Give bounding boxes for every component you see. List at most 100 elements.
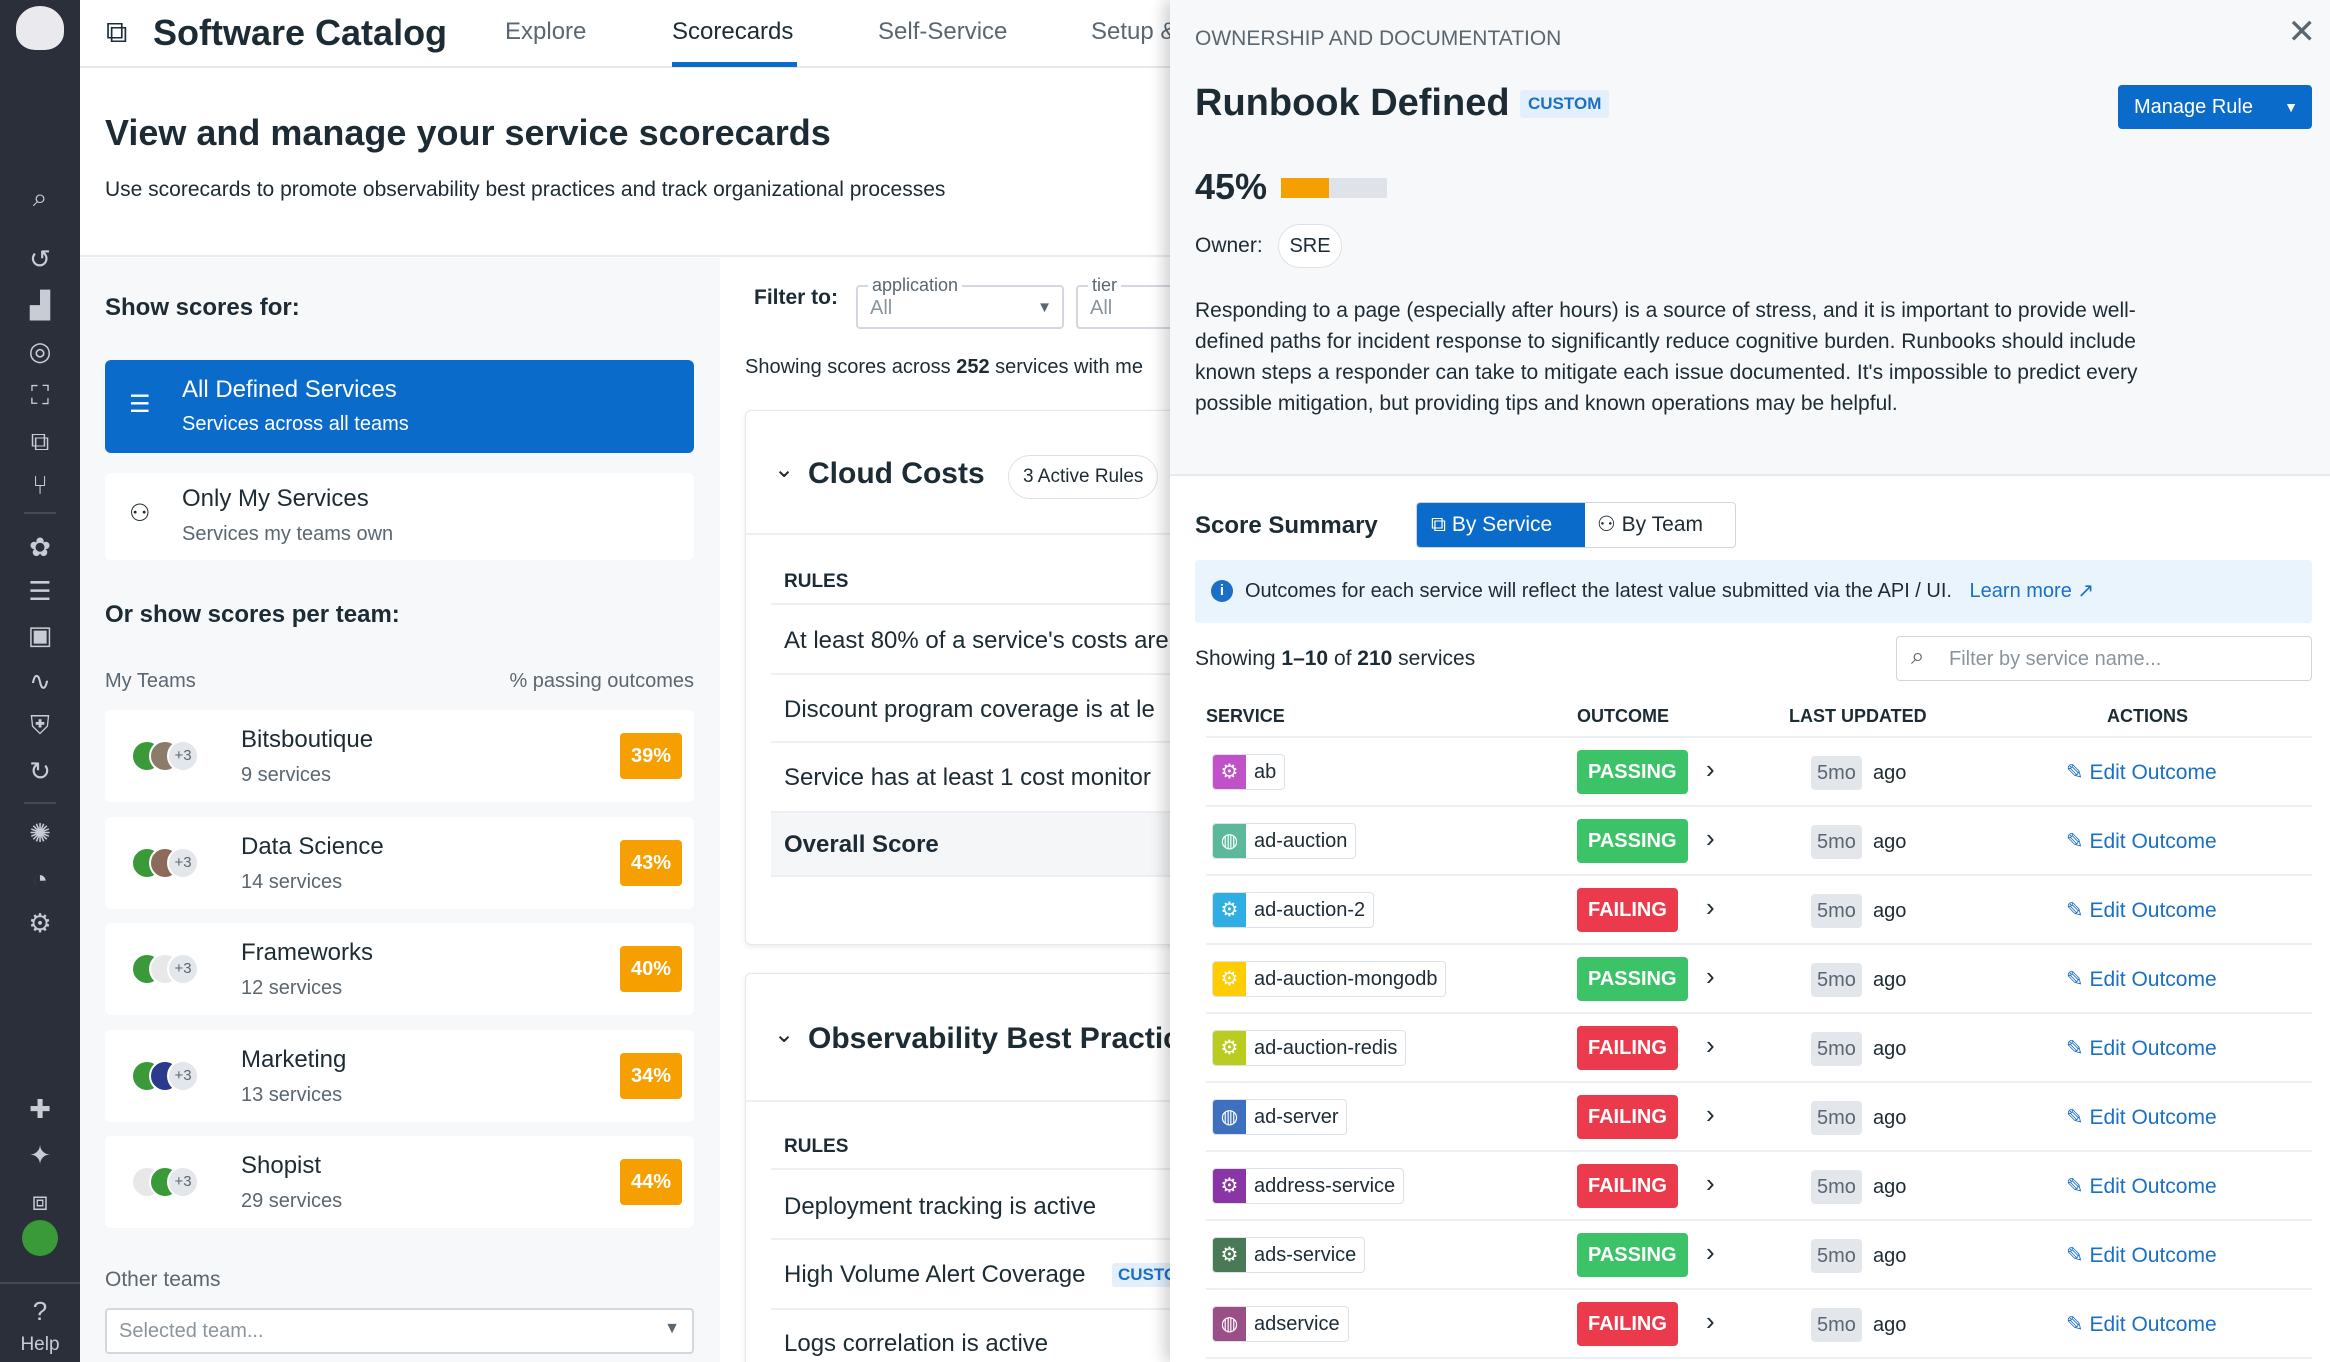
team-card[interactable]: +3 Bitsboutique 9 services 39% — [105, 710, 694, 802]
team-card[interactable]: +3 Shopist 29 services 44% — [105, 1136, 694, 1228]
filter-label: Filter to: — [754, 286, 838, 309]
performance-icon[interactable]: ◔ — [32, 864, 48, 894]
user-avatar[interactable] — [22, 1220, 58, 1256]
dashboard-icon[interactable]: ▟ — [30, 290, 50, 320]
chevron-right-icon[interactable]: › — [1706, 1030, 1715, 1060]
manage-rule-button[interactable]: Manage Rule ▼ — [2118, 85, 2312, 129]
toggle-by-team[interactable]: ⚇ By Team — [1597, 513, 1703, 536]
logs-icon[interactable]: ☰ — [28, 576, 52, 606]
chevron-right-icon[interactable]: › — [1706, 823, 1715, 853]
service-chip[interactable]: ◍ adservice — [1212, 1306, 1349, 1342]
col-service[interactable]: SERVICE — [1206, 706, 1285, 726]
col-last-updated[interactable]: LAST UPDATED — [1789, 706, 1927, 726]
edit-outcome-link[interactable]: ✎ Edit Outcome — [2066, 1037, 2217, 1060]
chevron-right-icon[interactable]: › — [1706, 892, 1715, 922]
catalog-icon[interactable]: ⧉ — [30, 426, 50, 456]
chevron-right-icon[interactable]: › — [1706, 961, 1715, 991]
collapse-chevron-icon[interactable]: ⌄ — [774, 1021, 795, 1048]
tab-self-service[interactable]: Self-Service — [878, 18, 1008, 45]
pipeline-icon[interactable]: ⑂ — [32, 470, 48, 500]
col-outcome[interactable]: OUTCOME — [1577, 706, 1669, 726]
edit-outcome-link[interactable]: ✎ Edit Outcome — [2066, 1106, 2217, 1129]
tab-explore[interactable]: Explore — [505, 18, 587, 45]
table-row: ⚙ ad-auction-mongodb PASSING › 5mo ago ✎ … — [1206, 945, 2312, 1014]
chevron-right-icon[interactable]: › — [1706, 1168, 1715, 1198]
watchdog-icon[interactable]: ⚙ — [28, 908, 52, 938]
divider — [0, 1282, 80, 1284]
help-icon[interactable]: ? — [32, 1296, 48, 1326]
screens-icon[interactable]: ⧈ — [31, 1186, 49, 1216]
help-label[interactable]: Help — [20, 1334, 60, 1355]
tier-filter[interactable]: tier All — [1076, 275, 1170, 329]
table-row: ⚙ address-service FAILING › 5mo ago ✎ Edi… — [1206, 1152, 2312, 1221]
last-updated-suffix: ago — [1873, 1314, 1907, 1336]
last-updated-suffix: ago — [1873, 762, 1907, 784]
rule-row[interactable]: Service has at least 1 cost monitor — [784, 764, 1151, 791]
service-filter-input[interactable]: ⌕ Filter by service name... — [1896, 636, 2312, 681]
tab-setup[interactable]: Setup & — [1091, 18, 1170, 45]
globe-icon: ◍ — [1213, 1307, 1246, 1341]
chevron-right-icon[interactable]: › — [1706, 754, 1715, 784]
chevron-right-icon[interactable]: › — [1706, 1237, 1715, 1267]
workflow-icon[interactable]: ∿ — [29, 666, 51, 696]
edit-outcome-link[interactable]: ✎ Edit Outcome — [2066, 1313, 2217, 1336]
team-card[interactable]: +3 Data Science 14 services 43% — [105, 816, 694, 909]
team-select[interactable]: Selected team... ▼ — [105, 1308, 694, 1354]
ai-icon[interactable]: ✦ — [29, 1140, 51, 1170]
edit-outcome-link[interactable]: ✎ Edit Outcome — [2066, 968, 2217, 991]
scorecard-title[interactable]: Cloud Costs — [808, 457, 985, 490]
service-name: ad-auction-redis — [1254, 1036, 1398, 1059]
service-chip[interactable]: ⚙ ad-auction-mongodb — [1212, 961, 1447, 997]
option-only-my-services[interactable]: ⚇ Only My Services Services my teams own — [105, 473, 694, 560]
application-filter[interactable]: application All ▼ — [856, 275, 1064, 329]
collapse-chevron-icon[interactable]: ⌄ — [774, 456, 795, 483]
datadog-logo[interactable] — [16, 6, 64, 50]
pencil-icon: ✎ — [2066, 1313, 2090, 1336]
rule-row[interactable]: Logs correlation is active — [784, 1330, 1049, 1357]
history-icon[interactable]: ↺ — [29, 244, 51, 274]
view-toggle: ⧉ By Service ⚇ By Team — [1416, 502, 1736, 548]
rule-row[interactable]: Deployment tracking is active — [784, 1193, 1097, 1220]
search-icon[interactable]: ⌕ — [32, 182, 48, 212]
edit-outcome-link[interactable]: ✎ Edit Outcome — [2066, 830, 2217, 853]
close-icon[interactable]: ✕ — [2287, 13, 2317, 51]
chevron-right-icon[interactable]: › — [1706, 1306, 1715, 1336]
service-chip[interactable]: ⚙ ad-auction-2 — [1212, 892, 1375, 928]
option-all-defined-services[interactable]: ☰ All Defined Services Services across a… — [105, 360, 694, 453]
scorecard-title[interactable]: Observability Best Practic — [808, 1022, 1170, 1055]
synthetics-icon[interactable]: ↻ — [29, 756, 51, 786]
show-scores-heading: Show scores for: — [105, 294, 300, 321]
learn-more-link[interactable]: Learn more ↗ — [1969, 580, 2095, 602]
service-chip[interactable]: ⚙ ads-service — [1212, 1237, 1366, 1273]
integrations-icon[interactable]: ✚ — [29, 1094, 51, 1124]
team-card[interactable]: +3 Frameworks 12 services 40% — [105, 923, 694, 1015]
security-icon[interactable]: ⛨ — [30, 710, 50, 740]
rule-row[interactable]: At least 80% of a service's costs are — [784, 627, 1169, 654]
edit-outcome-link[interactable]: ✎ Edit Outcome — [2066, 1244, 2217, 1267]
service-chip[interactable]: ⚙ ab — [1212, 754, 1286, 790]
service-chip[interactable]: ◍ ad-auction — [1212, 823, 1357, 859]
overall-score-label: Overall Score — [784, 831, 939, 858]
edit-outcome-link[interactable]: ✎ Edit Outcome — [2066, 1175, 2217, 1198]
owner-pill[interactable]: SRE — [1278, 224, 1342, 268]
rule-row[interactable]: High Volume Alert Coverage — [784, 1261, 1086, 1288]
apm-icon[interactable]: ✿ — [29, 532, 51, 562]
binoculars-icon[interactable]: ⛶ — [30, 380, 50, 410]
edit-outcome-link[interactable]: ✎ Edit Outcome — [2066, 761, 2217, 784]
edit-outcome-link[interactable]: ✎ Edit Outcome — [2066, 899, 2217, 922]
toggle-by-service[interactable]: ⧉ By Service — [1417, 503, 1585, 547]
target-icon[interactable]: ◎ — [28, 336, 52, 366]
pencil-icon: ✎ — [2066, 830, 2090, 853]
bug-icon[interactable]: ✺ — [29, 818, 51, 848]
service-chip[interactable]: ⚙ address-service — [1212, 1168, 1405, 1204]
team-card[interactable]: +3 Marketing 13 services 34% — [105, 1029, 694, 1122]
tab-scorecards[interactable]: Scorecards — [672, 18, 794, 45]
service-chip[interactable]: ◍ ad-server — [1212, 1099, 1348, 1135]
last-updated-suffix: ago — [1873, 831, 1907, 853]
chevron-right-icon[interactable]: › — [1706, 1099, 1715, 1129]
last-updated-suffix: ago — [1873, 969, 1907, 991]
infrastructure-icon[interactable]: ▣ — [27, 620, 53, 650]
rule-row[interactable]: Discount program coverage is at le — [784, 696, 1155, 723]
last-updated-value: 5mo — [1811, 1170, 1862, 1204]
service-chip[interactable]: ⚙ ad-auction-redis — [1212, 1030, 1407, 1066]
